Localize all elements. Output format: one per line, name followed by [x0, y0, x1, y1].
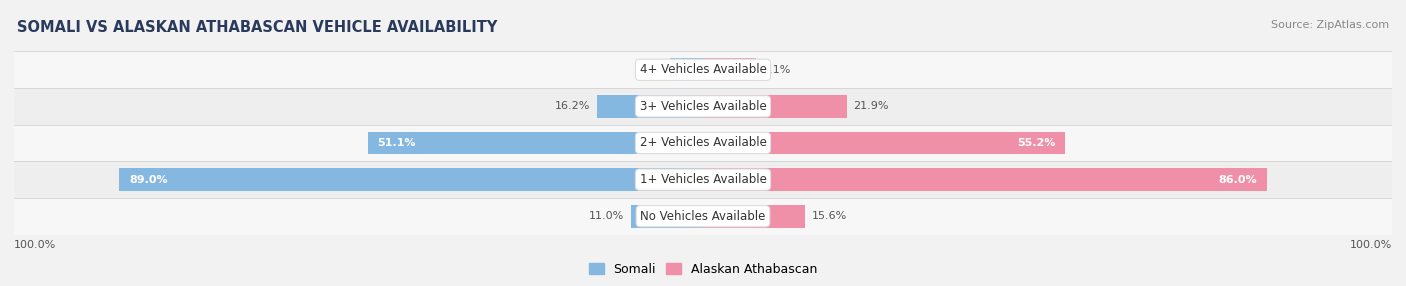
Text: 51.1%: 51.1%: [378, 138, 416, 148]
Bar: [703, 58, 756, 81]
Text: 3+ Vehicles Available: 3+ Vehicles Available: [640, 100, 766, 113]
Bar: [703, 168, 1267, 191]
Text: SOMALI VS ALASKAN ATHABASCAN VEHICLE AVAILABILITY: SOMALI VS ALASKAN ATHABASCAN VEHICLE AVA…: [17, 20, 498, 35]
Text: 15.6%: 15.6%: [811, 211, 848, 221]
Text: 100.0%: 100.0%: [14, 240, 56, 250]
Bar: [368, 132, 703, 154]
Text: 89.0%: 89.0%: [129, 175, 167, 184]
Bar: [703, 132, 1066, 154]
Text: 16.2%: 16.2%: [555, 102, 591, 111]
Text: Source: ZipAtlas.com: Source: ZipAtlas.com: [1271, 20, 1389, 30]
Bar: [703, 205, 806, 228]
Text: 11.0%: 11.0%: [589, 211, 624, 221]
Bar: [14, 51, 1392, 88]
Bar: [14, 161, 1392, 198]
Text: 8.1%: 8.1%: [762, 65, 792, 75]
Text: 5.0%: 5.0%: [636, 65, 664, 75]
Bar: [631, 205, 703, 228]
Text: 55.2%: 55.2%: [1017, 138, 1056, 148]
Legend: Somali, Alaskan Athabascan: Somali, Alaskan Athabascan: [589, 263, 817, 276]
Text: 2+ Vehicles Available: 2+ Vehicles Available: [640, 136, 766, 150]
Text: 86.0%: 86.0%: [1219, 175, 1257, 184]
Text: 21.9%: 21.9%: [853, 102, 889, 111]
Text: 4+ Vehicles Available: 4+ Vehicles Available: [640, 63, 766, 76]
Bar: [120, 168, 703, 191]
Bar: [703, 95, 846, 118]
Bar: [14, 125, 1392, 161]
Bar: [14, 88, 1392, 125]
Bar: [671, 58, 703, 81]
Text: No Vehicles Available: No Vehicles Available: [640, 210, 766, 223]
Text: 1+ Vehicles Available: 1+ Vehicles Available: [640, 173, 766, 186]
Bar: [596, 95, 703, 118]
Text: 100.0%: 100.0%: [1350, 240, 1392, 250]
Bar: [14, 198, 1392, 235]
